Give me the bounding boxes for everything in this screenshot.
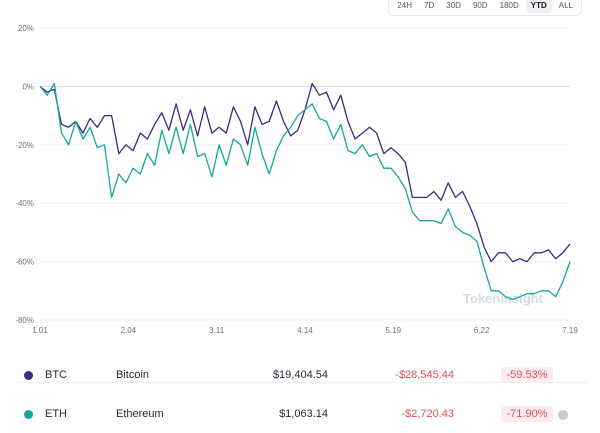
asset-change: -$28,545.44: [395, 369, 454, 381]
x-tick-label: 4.14: [297, 326, 313, 335]
x-tick-label: 7.19: [562, 326, 578, 335]
asset-price: $1,063.14: [279, 408, 328, 420]
y-tick-label: -20%: [15, 141, 34, 150]
x-tick-label: 5.19: [386, 326, 402, 335]
range-tab-90d[interactable]: 90D: [472, 1, 488, 10]
series-color-dot: [24, 410, 33, 419]
x-tick-label: 3.11: [209, 326, 225, 335]
row-divider: [18, 382, 588, 383]
price-change-chart: 20% 0% -20% -40% -60% -80% 1.01 2.04 3.11 4.14 5.…: [15, 24, 578, 335]
chart-series: [39, 82, 571, 301]
range-tab-7d[interactable]: 7D: [424, 1, 435, 10]
x-axis-ticks: 1.01 2.04 3.11 4.14 5.19 6.22 7.19: [32, 326, 578, 335]
asset-change-pct: -59.53%: [501, 367, 553, 383]
series-color-dot: [24, 371, 33, 380]
range-tab-30d[interactable]: 30D: [446, 1, 461, 10]
y-tick-label: 0%: [22, 82, 34, 91]
asset-name: Ethereum: [116, 408, 164, 420]
range-tab-all[interactable]: ALL: [558, 1, 573, 10]
y-tick-label: -80%: [15, 316, 34, 325]
asset-symbol: BTC: [45, 369, 67, 381]
remove-icon[interactable]: [558, 410, 568, 420]
asset-name: Bitcoin: [116, 369, 150, 381]
chart-gridlines: [40, 27, 570, 321]
x-tick-label: 2.04: [121, 326, 137, 335]
asset-price: $19,404.54: [272, 369, 328, 381]
series-line-eth: [39, 82, 571, 301]
y-tick-label: -60%: [15, 258, 34, 267]
y-axis-ticks: 20% 0% -20% -40% -60% -80%: [15, 24, 34, 325]
x-tick-label: 1.01: [32, 326, 48, 335]
y-tick-label: 20%: [18, 24, 34, 33]
range-tab-24h[interactable]: 24H: [397, 1, 413, 10]
x-tick-label: 6.22: [474, 326, 490, 335]
asset-row-btc[interactable]: BTC Bitcoin $19,404.54 -$28,545.44 -59.5…: [0, 356, 600, 394]
range-tab-ytd[interactable]: YTD: [525, 0, 552, 13]
y-tick-label: -40%: [15, 199, 34, 208]
asset-row-eth[interactable]: ETH Ethereum $1,063.14 -$2,720.43 -71.90…: [0, 395, 600, 433]
asset-change: -$2,720.43: [401, 408, 454, 420]
range-tab-180d[interactable]: 180D: [499, 1, 519, 10]
time-range-selector: 24H 7D 30D 90D 180D YTD ALL: [388, 0, 582, 16]
asset-change-pct: -71.90%: [501, 406, 553, 422]
asset-symbol: ETH: [45, 408, 67, 420]
